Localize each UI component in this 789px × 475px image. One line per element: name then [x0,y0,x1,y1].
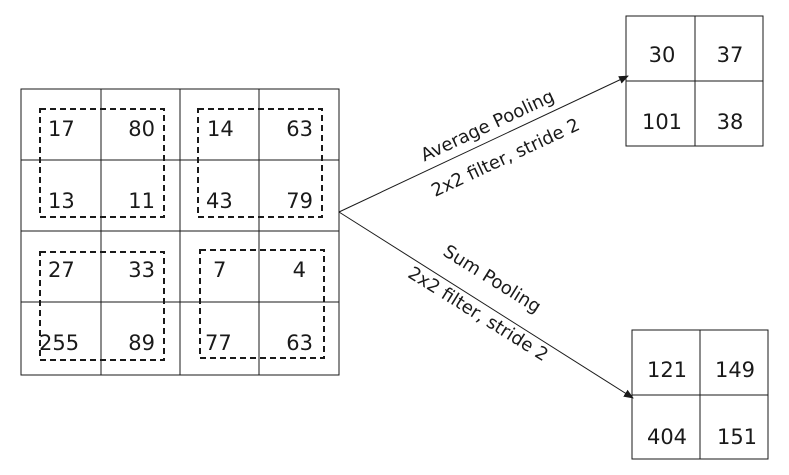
input-cell-r3c4: 4 [293,258,306,282]
average-output-cell-r2c1: 101 [642,110,682,134]
input-cell-r2c1: 13 [48,189,75,213]
average-output-cell-r2c2: 38 [717,110,744,134]
input-cell-r4c4: 63 [286,331,313,355]
average-output-cell-r1c2: 37 [717,43,744,67]
input-cell-r3c2: 33 [128,258,155,282]
input-cell-r4c2: 89 [128,331,155,355]
filter-window-top-right [197,108,323,218]
input-cell-r4c3: 77 [205,331,232,355]
input-cell-r2c4: 79 [286,189,313,213]
input-matrix-values: 17 80 14 63 13 11 43 79 27 33 7 4 255 89… [39,117,313,355]
input-cell-r3c1: 27 [48,258,75,282]
sum-output-cell-r2c2: 151 [717,425,757,449]
average-pooling-output-grid [625,15,764,147]
input-cell-r1c4: 63 [286,117,313,141]
input-cell-r1c1: 17 [48,117,75,141]
sum-output-cell-r1c2: 149 [715,358,755,382]
input-cell-r2c3: 43 [206,189,233,213]
input-cell-r1c2: 80 [128,117,155,141]
average-pooling-arrow [338,75,629,213]
input-matrix-grid [20,88,340,376]
filter-window-bottom-right [199,249,325,359]
sum-output-cell-r2c1: 404 [647,425,687,449]
average-output-cell-r1c1: 30 [649,43,676,67]
input-cell-r4c1: 255 [39,331,79,355]
filter-window-top-left [39,108,165,218]
sum-pooling-output-grid [631,329,769,460]
sum-output-cell-r1c1: 121 [647,358,687,382]
sum-pooling-arrow [338,211,634,399]
input-cell-r3c3: 7 [213,258,226,282]
input-cell-r1c3: 14 [207,117,234,141]
input-cell-r2c2: 11 [128,189,155,213]
filter-window-bottom-left [39,251,165,361]
